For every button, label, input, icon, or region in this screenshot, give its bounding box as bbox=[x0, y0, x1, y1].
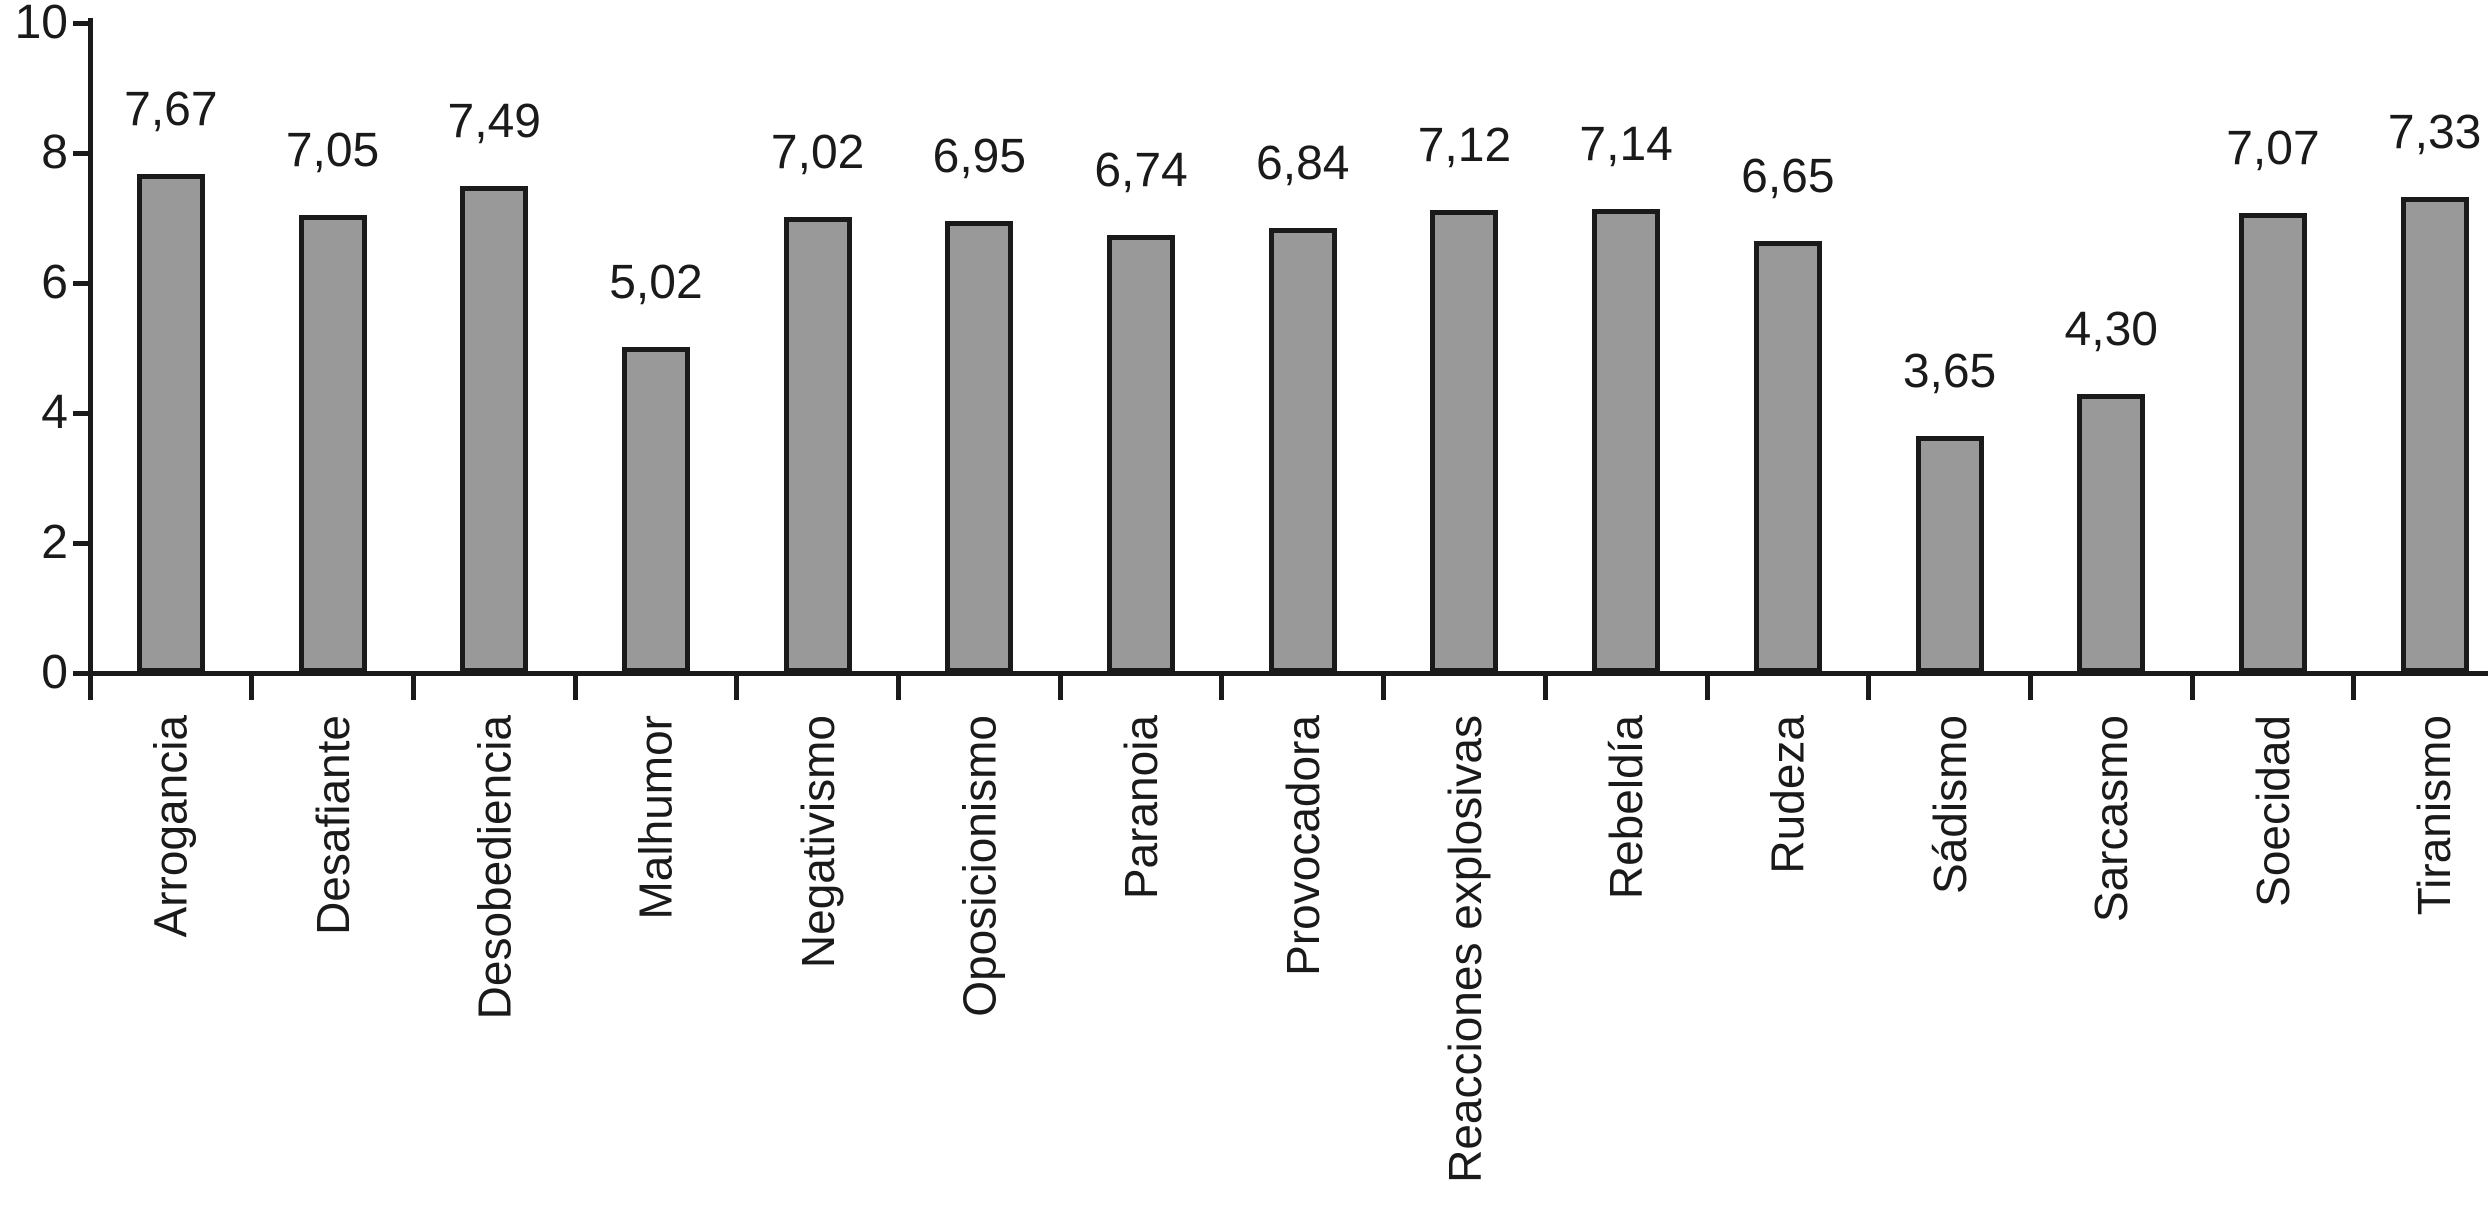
bar bbox=[460, 186, 529, 673]
category-label: Arrogancia bbox=[144, 715, 197, 938]
category-label: Sarcasmo bbox=[2085, 715, 2138, 923]
y-axis-tick bbox=[73, 280, 90, 286]
x-axis-tick bbox=[896, 673, 901, 700]
bar bbox=[945, 221, 1014, 673]
bar bbox=[2400, 196, 2469, 673]
category-label: Provocadora bbox=[1276, 715, 1329, 976]
bar-value-label: 7,49 bbox=[447, 95, 541, 149]
bar-value-label: 6,65 bbox=[1741, 149, 1835, 203]
bar bbox=[136, 174, 205, 673]
category-label: Soecidad bbox=[2246, 715, 2299, 907]
bar-value-label: 5,02 bbox=[609, 255, 703, 309]
x-axis-tick bbox=[249, 673, 255, 700]
x-axis-tick bbox=[1057, 673, 1063, 700]
bar-value-label: 7,67 bbox=[124, 83, 218, 137]
bar-value-label: 7,33 bbox=[2387, 105, 2482, 159]
y-axis-line bbox=[87, 18, 93, 700]
category-label: Desafiante bbox=[306, 715, 359, 935]
bar bbox=[298, 214, 367, 673]
category-label: Tiranismo bbox=[2408, 715, 2461, 916]
bar bbox=[1753, 240, 1822, 673]
y-axis-tick-label: 6 bbox=[41, 256, 68, 309]
bar bbox=[1592, 208, 1661, 673]
bar bbox=[1430, 210, 1499, 673]
y-axis-tick bbox=[73, 410, 90, 416]
x-axis-tick bbox=[87, 673, 93, 700]
y-axis-tick bbox=[73, 20, 90, 26]
bar bbox=[2077, 393, 2146, 673]
x-axis-line bbox=[87, 670, 2488, 676]
y-axis-tick-label: 4 bbox=[41, 386, 68, 439]
y-axis-tick bbox=[73, 150, 90, 156]
x-axis-tick bbox=[1704, 673, 1710, 700]
bar-value-label: 7,12 bbox=[1417, 119, 1512, 173]
y-axis-tick bbox=[73, 540, 90, 546]
bar bbox=[1915, 435, 1984, 673]
x-axis-tick bbox=[2351, 673, 2357, 700]
y-axis-tick-label: 2 bbox=[41, 516, 68, 569]
x-axis-tick bbox=[1219, 673, 1225, 700]
category-label: Oposicionismo bbox=[953, 715, 1006, 1017]
bar-value-label: 3,65 bbox=[1902, 344, 1997, 398]
x-axis-tick bbox=[1866, 673, 1872, 700]
bar bbox=[1107, 234, 1176, 673]
y-axis-tick-label: 10 bbox=[14, 0, 68, 49]
y-axis-tick-label: 8 bbox=[41, 126, 68, 179]
category-label: Paranoia bbox=[1115, 715, 1168, 900]
x-axis-tick bbox=[2189, 673, 2195, 700]
category-label: Sádismo bbox=[1923, 715, 1976, 894]
category-label: Desobediencia bbox=[468, 715, 521, 1020]
bar-value-label: 7,07 bbox=[2226, 122, 2320, 176]
bar bbox=[1268, 228, 1337, 673]
y-axis-tick-label: 0 bbox=[41, 646, 68, 699]
bar bbox=[783, 216, 852, 673]
x-axis-tick bbox=[410, 673, 416, 700]
bar-value-label: 7,02 bbox=[770, 125, 865, 179]
x-axis-tick bbox=[572, 673, 578, 700]
category-label: Rebeldía bbox=[1600, 715, 1653, 900]
x-axis-tick bbox=[2027, 673, 2033, 700]
x-axis-tick bbox=[1542, 673, 1548, 700]
bar-value-label: 7,14 bbox=[1579, 117, 1673, 171]
bar-value-label: 6,74 bbox=[1094, 143, 1188, 197]
x-axis-tick bbox=[1381, 673, 1387, 700]
bar-value-label: 4,30 bbox=[2064, 302, 2158, 356]
category-label: Malhumor bbox=[629, 715, 682, 920]
bar bbox=[2238, 213, 2307, 673]
y-axis-tick bbox=[73, 670, 90, 676]
bar-value-label: 6,84 bbox=[1256, 137, 1350, 191]
category-label: Rudeza bbox=[1761, 715, 1814, 874]
category-label: Negativismo bbox=[791, 715, 844, 969]
category-label: Reacciones explosivas bbox=[1438, 715, 1491, 1183]
bar-value-label: 7,05 bbox=[285, 123, 380, 177]
bar bbox=[621, 346, 690, 673]
x-axis-tick bbox=[734, 673, 740, 700]
bar-value-label: 6,95 bbox=[932, 130, 1027, 184]
